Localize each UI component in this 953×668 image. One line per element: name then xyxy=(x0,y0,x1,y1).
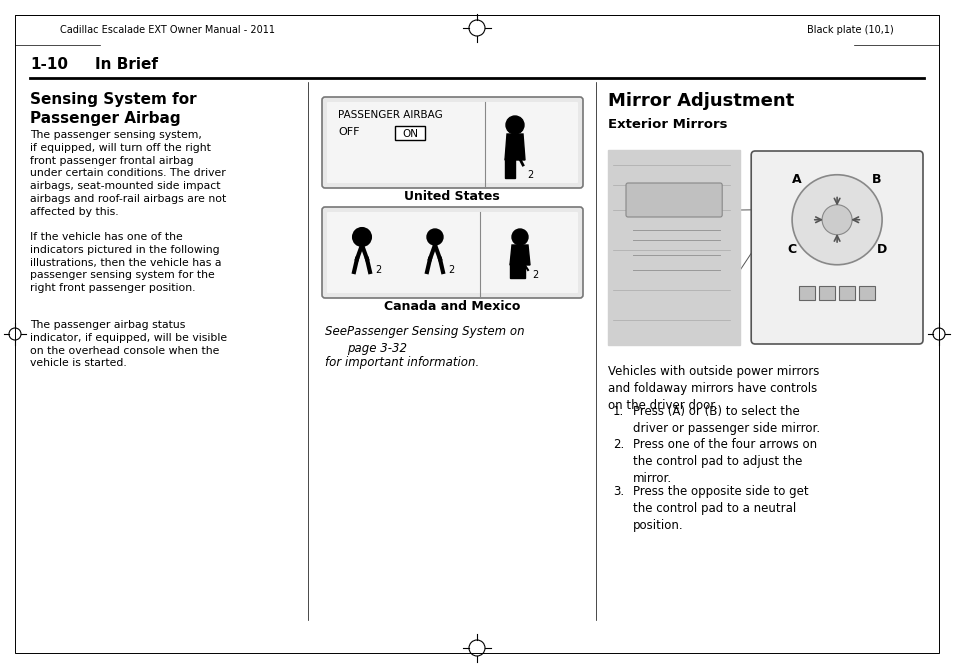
Bar xyxy=(839,286,854,300)
FancyBboxPatch shape xyxy=(327,212,578,293)
Text: 1.: 1. xyxy=(613,405,623,418)
Text: Canada and Mexico: Canada and Mexico xyxy=(383,301,519,313)
Text: 2.: 2. xyxy=(613,438,623,451)
Text: The passenger airbag status
indicator, if equipped, will be visible
on the overh: The passenger airbag status indicator, i… xyxy=(30,320,227,368)
Text: 2: 2 xyxy=(526,170,533,180)
Text: C: C xyxy=(787,243,796,257)
Text: If the vehicle has one of the
indicators pictured in the following
illustrations: If the vehicle has one of the indicators… xyxy=(30,232,221,293)
Text: D: D xyxy=(876,243,886,257)
Circle shape xyxy=(505,116,523,134)
Text: Mirror Adjustment: Mirror Adjustment xyxy=(607,92,794,110)
Circle shape xyxy=(354,229,370,245)
Text: Black plate (10,1): Black plate (10,1) xyxy=(806,25,893,35)
Text: See: See xyxy=(325,325,351,338)
FancyBboxPatch shape xyxy=(322,207,582,298)
Text: for important information.: for important information. xyxy=(325,356,478,369)
Text: Exterior Mirrors: Exterior Mirrors xyxy=(607,118,727,131)
Text: Press one of the four arrows on
the control pad to adjust the
mirror.: Press one of the four arrows on the cont… xyxy=(633,438,817,485)
Text: 2: 2 xyxy=(448,265,454,275)
Polygon shape xyxy=(504,158,515,178)
FancyBboxPatch shape xyxy=(625,183,721,217)
Text: Sensing System for
Passenger Airbag: Sensing System for Passenger Airbag xyxy=(30,92,196,126)
Circle shape xyxy=(512,229,527,245)
Text: PASSENGER AIRBAG: PASSENGER AIRBAG xyxy=(337,110,442,120)
Circle shape xyxy=(821,205,851,234)
Text: Vehicles with outside power mirrors
and foldaway mirrors have controls
on the dr: Vehicles with outside power mirrors and … xyxy=(607,365,819,412)
Text: Press the opposite side to get
the control pad to a neutral
position.: Press the opposite side to get the contr… xyxy=(633,485,808,532)
Polygon shape xyxy=(504,134,524,160)
Text: In Brief: In Brief xyxy=(95,57,158,72)
Polygon shape xyxy=(510,245,530,265)
Text: A: A xyxy=(791,173,801,186)
Text: 2: 2 xyxy=(375,265,381,275)
Circle shape xyxy=(427,229,442,245)
Circle shape xyxy=(791,175,882,265)
FancyBboxPatch shape xyxy=(327,102,578,183)
Text: 2: 2 xyxy=(532,270,537,280)
Polygon shape xyxy=(607,150,740,345)
Text: The passenger sensing system,
if equipped, will turn off the right
front passeng: The passenger sensing system, if equippe… xyxy=(30,130,226,217)
Text: Press (A) or (B) to select the
driver or passenger side mirror.: Press (A) or (B) to select the driver or… xyxy=(633,405,820,435)
FancyBboxPatch shape xyxy=(750,151,923,344)
Polygon shape xyxy=(510,263,524,278)
Text: Passenger Sensing System on
page 3-32: Passenger Sensing System on page 3-32 xyxy=(347,325,524,355)
Bar xyxy=(395,126,424,140)
Bar xyxy=(859,286,874,300)
Text: 1-10: 1-10 xyxy=(30,57,68,72)
Bar xyxy=(819,286,834,300)
Text: Cadillac Escalade EXT Owner Manual - 2011: Cadillac Escalade EXT Owner Manual - 201… xyxy=(60,25,274,35)
Text: B: B xyxy=(871,173,881,186)
Text: 3.: 3. xyxy=(613,485,623,498)
Text: ON: ON xyxy=(401,129,417,139)
Bar xyxy=(799,286,814,300)
Text: OFF: OFF xyxy=(337,127,359,137)
Text: United States: United States xyxy=(404,190,499,202)
FancyBboxPatch shape xyxy=(322,97,582,188)
